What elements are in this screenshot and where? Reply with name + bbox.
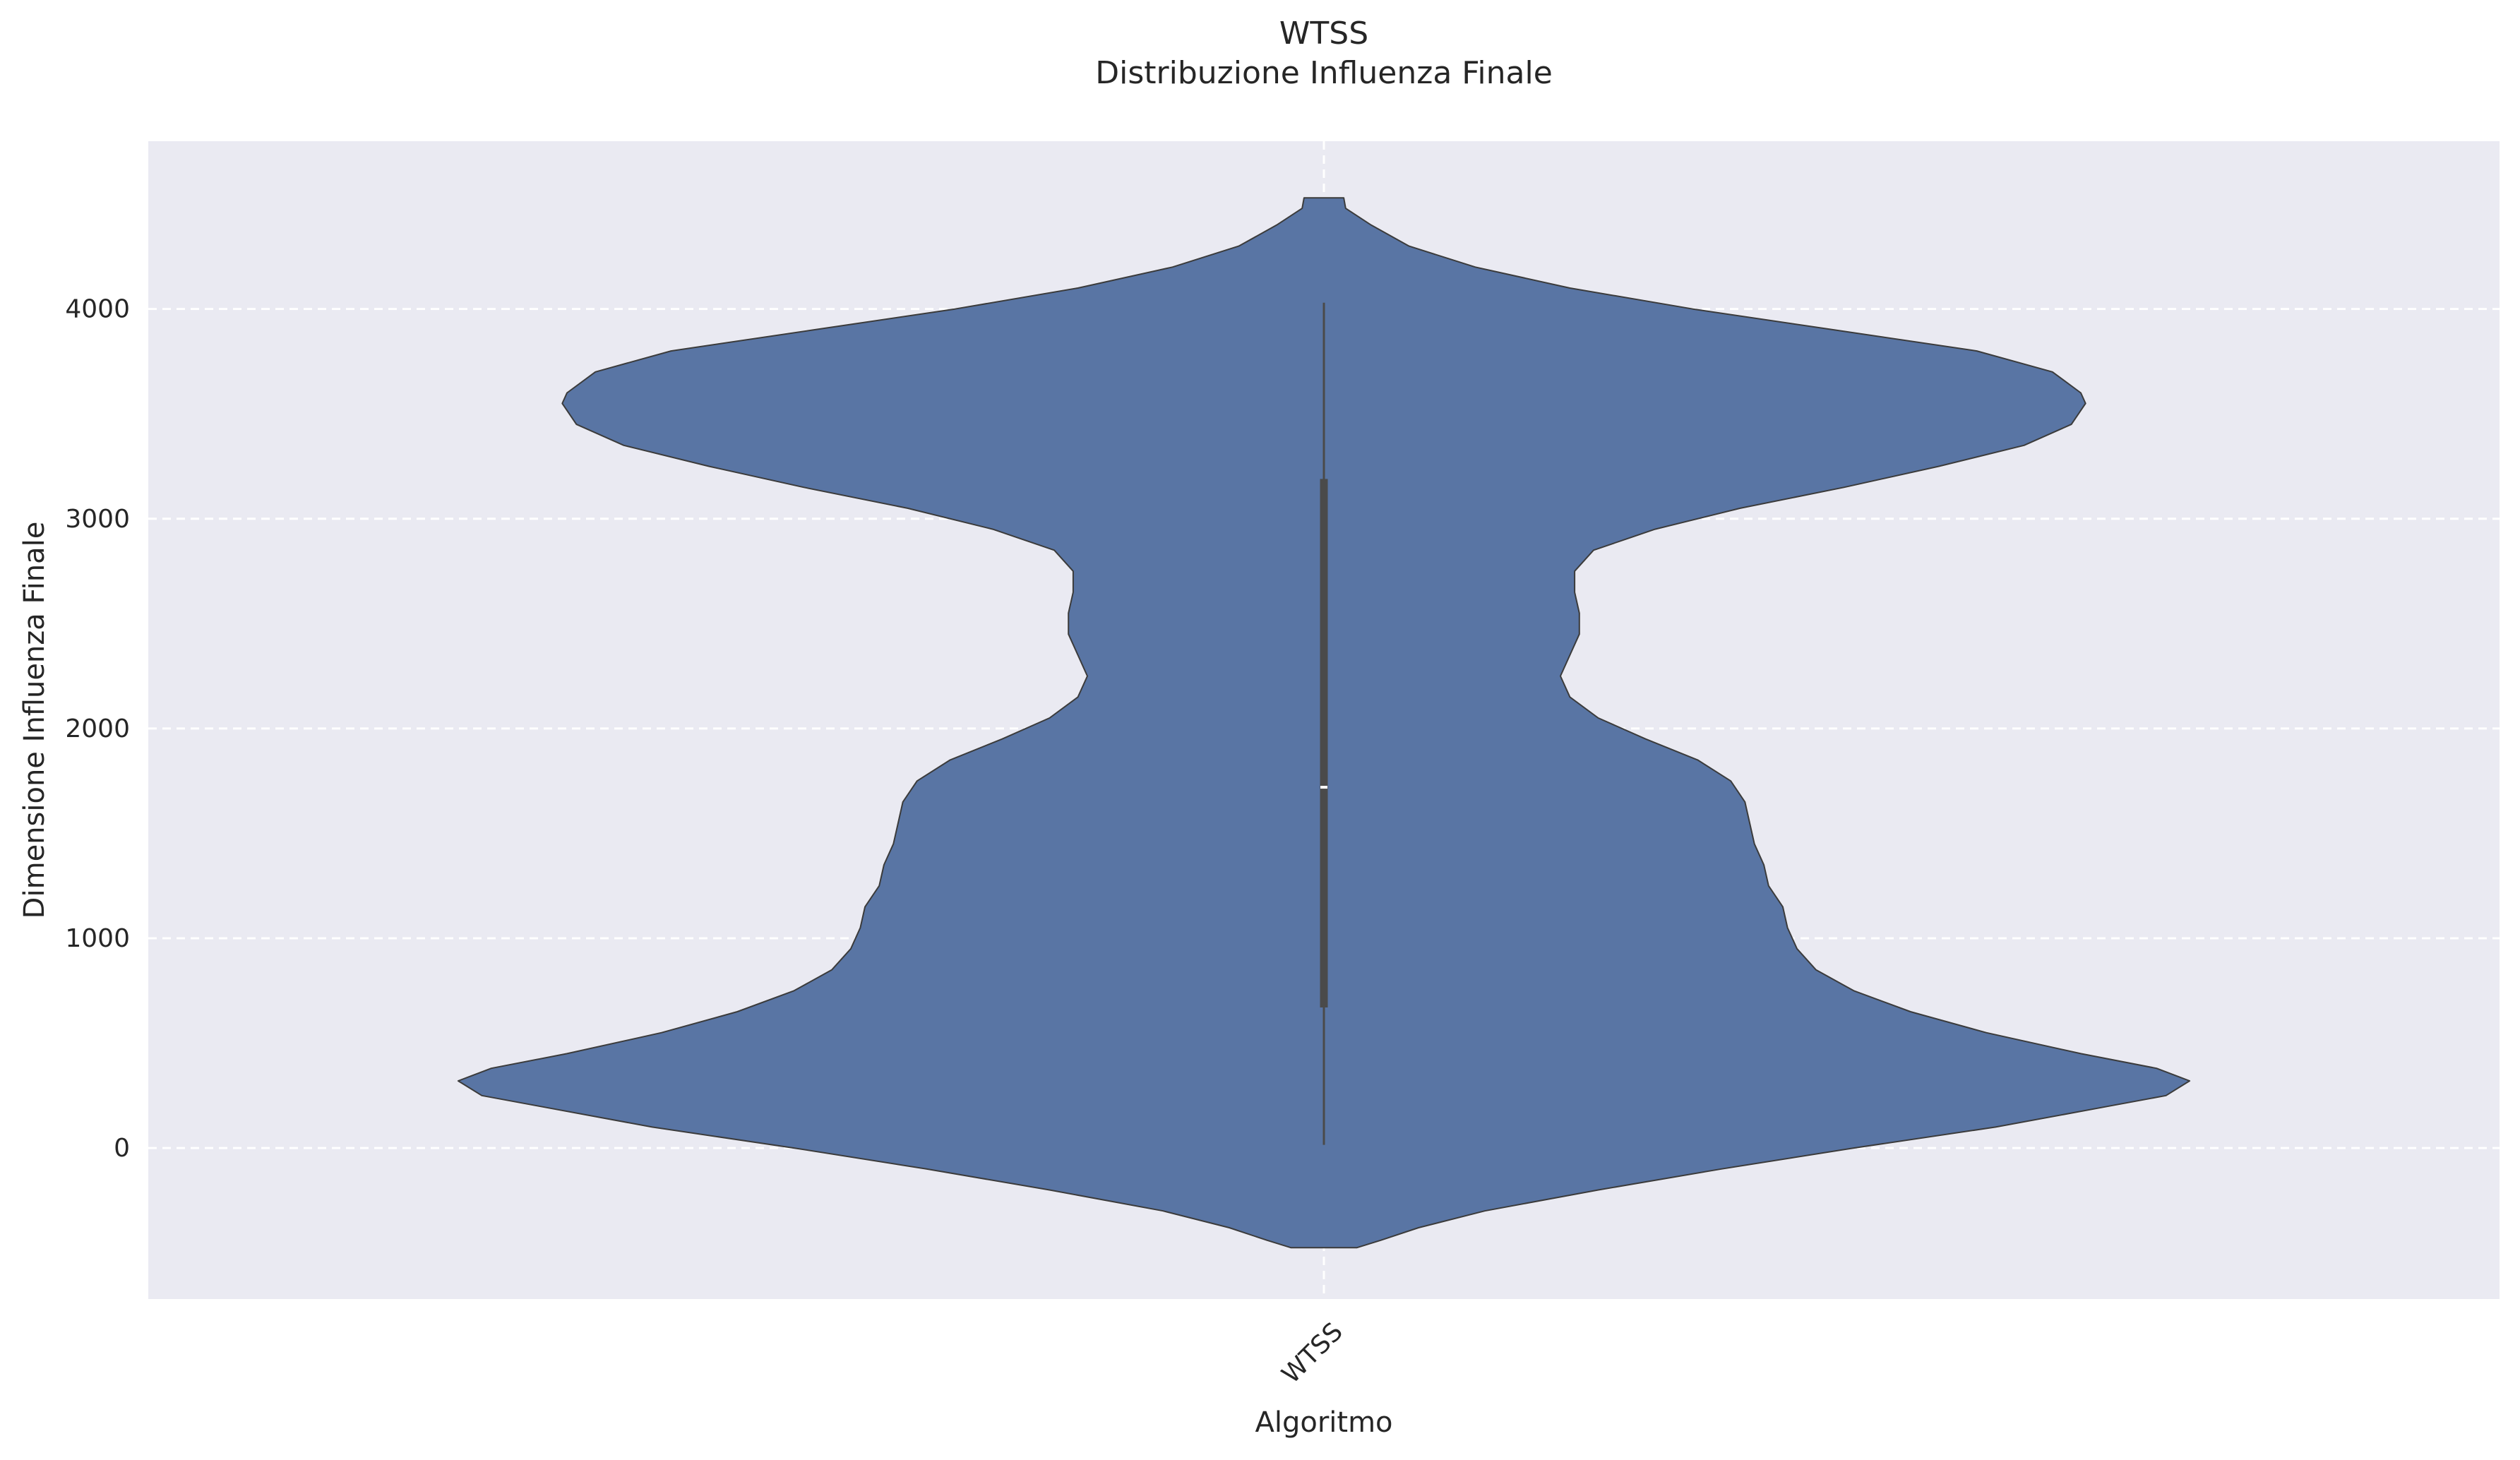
x-tick-label: WTSS [1277,1317,1349,1389]
chart-title: WTSS [1279,16,1368,52]
violin-layer [457,197,2191,1249]
chart-subtitle: Distribuzione Influenza Finale [1095,55,1553,91]
y-tick-label: 3000 [65,505,130,534]
tick-labels: 0 1000 2000 3000 4000 WTSS [65,295,1348,1389]
y-axis-label: Dimensione Influenza Finale [18,522,51,919]
y-tick-label: 4000 [65,295,130,324]
y-tick-label: 0 [114,1134,130,1163]
x-axis-label: Algoritmo [1255,1406,1392,1439]
y-tick-label: 2000 [65,714,130,743]
y-tick-label: 1000 [65,924,130,953]
